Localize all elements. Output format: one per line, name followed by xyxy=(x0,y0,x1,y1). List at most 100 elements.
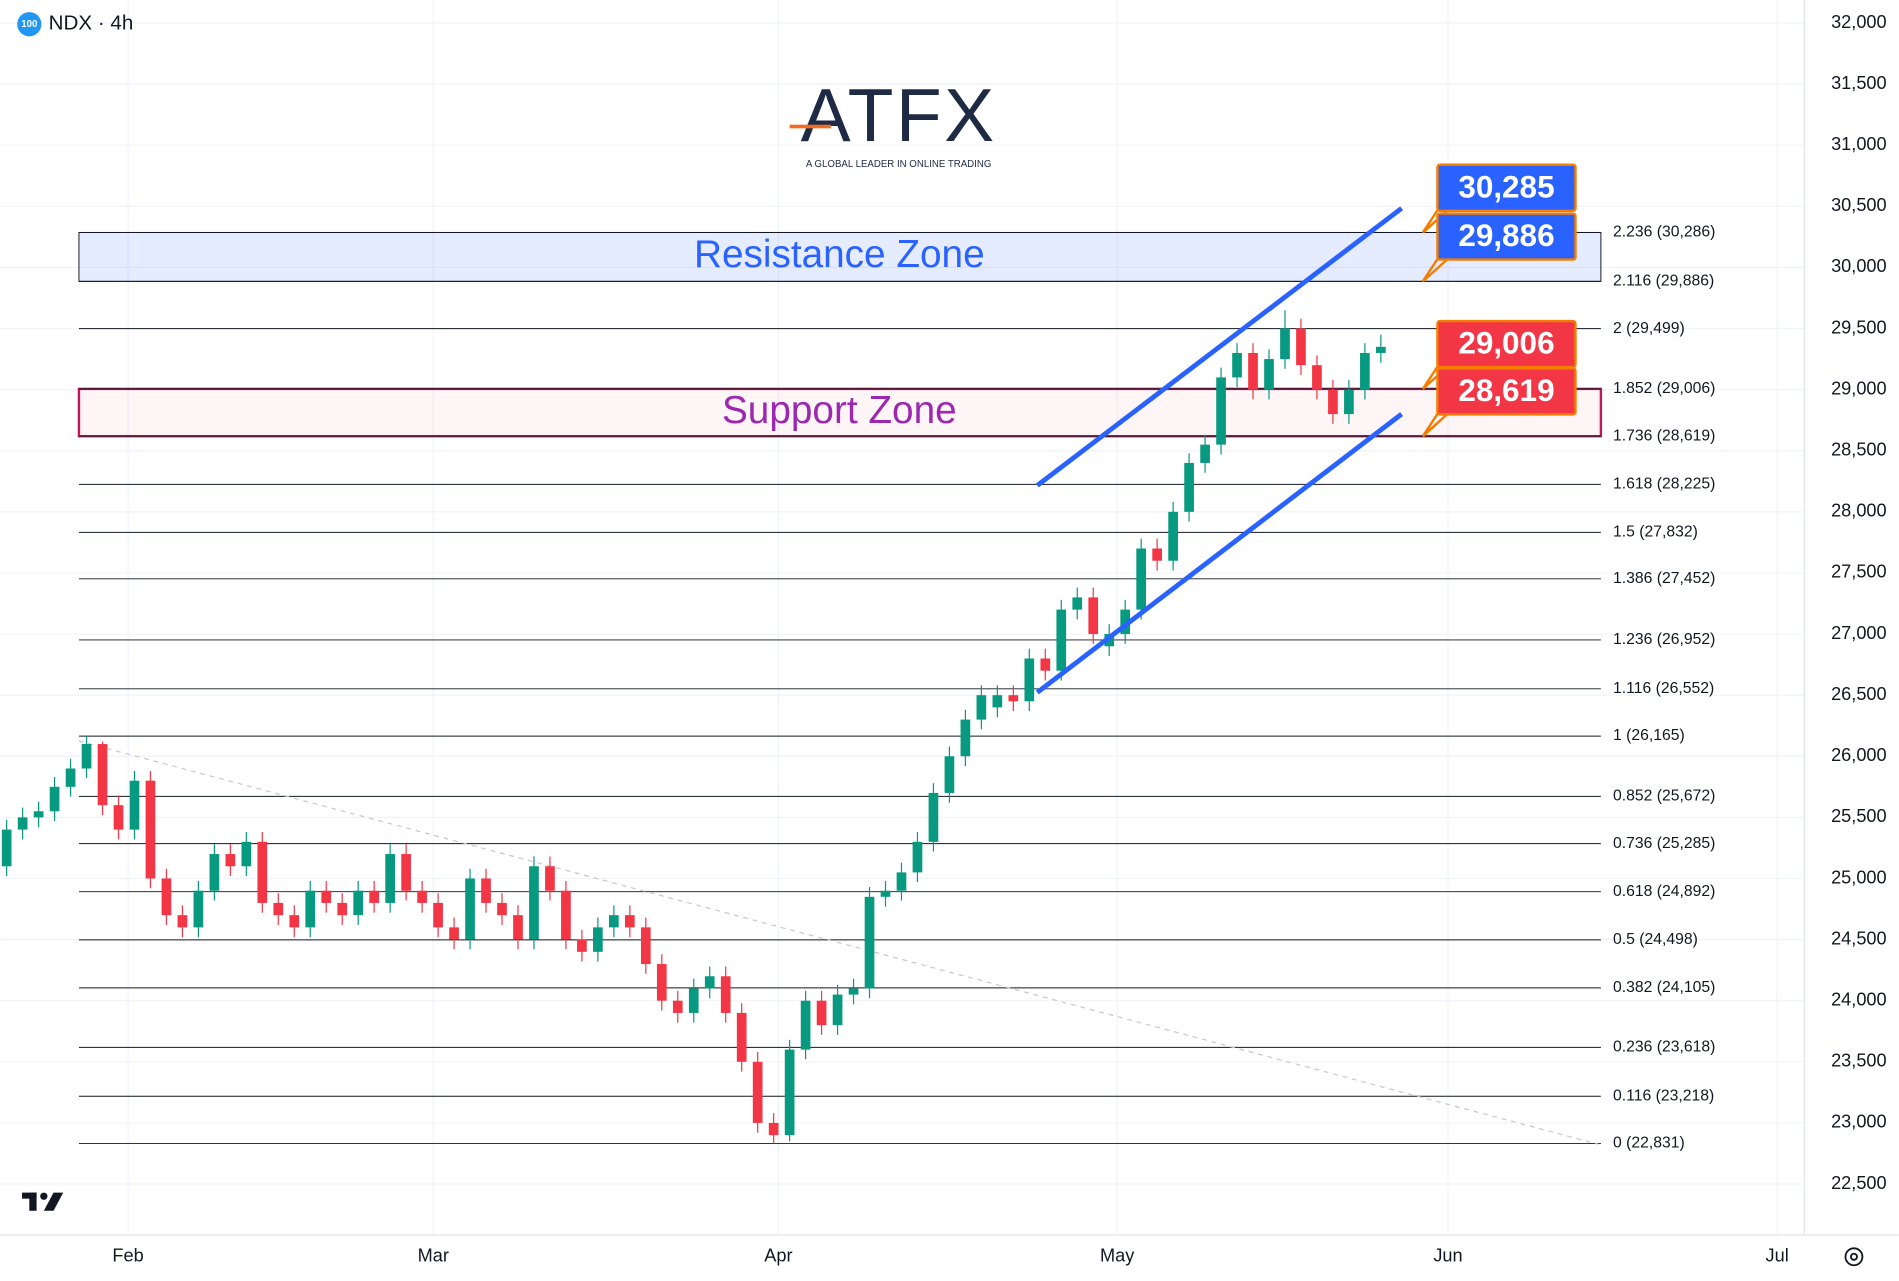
candle-body xyxy=(1152,548,1162,561)
fib-label: 0.618 (24,892) xyxy=(1613,883,1715,900)
candle-body xyxy=(1280,328,1290,360)
candle-body xyxy=(688,988,699,1013)
y-tick-label: 28,000 xyxy=(1831,501,1887,521)
zone-label: Resistance Zone xyxy=(694,233,985,276)
callout-box xyxy=(1436,367,1577,416)
y-tick-label: 24,500 xyxy=(1831,928,1887,948)
y-tick-label: 29,000 xyxy=(1831,378,1887,398)
y-tick-label: 31,500 xyxy=(1831,73,1887,93)
y-tick-label: 28,500 xyxy=(1831,440,1887,460)
symbol[interactable]: NDX · 4h xyxy=(49,12,134,35)
candle-body xyxy=(353,890,364,916)
candle-body xyxy=(161,878,172,916)
channel-line xyxy=(1035,206,1404,488)
x-tick-label: Jun xyxy=(1433,1246,1462,1266)
candle-body xyxy=(624,915,635,928)
fib-label: 1.618 (28,225) xyxy=(1613,475,1715,492)
candle-body xyxy=(433,902,443,928)
candle-body xyxy=(33,811,44,818)
callout-pointer xyxy=(1421,252,1450,283)
trendline xyxy=(78,740,1599,1145)
y-tick-label: 23,000 xyxy=(1831,1112,1887,1132)
candle-body xyxy=(736,1012,747,1062)
candle-body xyxy=(944,756,955,793)
candle-body xyxy=(784,1049,795,1136)
fib-label: 0.852 (25,672) xyxy=(1613,788,1715,805)
candle-body xyxy=(481,878,491,903)
candle-body xyxy=(1008,695,1019,702)
callout-pointer xyxy=(1421,407,1450,438)
candle-body xyxy=(577,939,587,952)
candle-body xyxy=(1296,328,1306,366)
x-tick-label: May xyxy=(1100,1246,1135,1266)
callout-box xyxy=(1436,319,1577,369)
settings-icon[interactable] xyxy=(1844,1247,1864,1267)
candle-body xyxy=(832,994,843,1026)
candle-body xyxy=(1120,609,1131,635)
fib-label: 2 (29,499) xyxy=(1613,320,1685,337)
candle-body xyxy=(704,976,715,989)
logo-accent xyxy=(789,124,831,129)
badge-text: 100 xyxy=(21,19,37,30)
candle-body xyxy=(561,890,571,940)
x-tick-label: Jul xyxy=(1766,1246,1789,1266)
candle-body xyxy=(401,854,411,891)
candle-body xyxy=(1184,462,1194,512)
candle-body xyxy=(497,902,507,916)
callout-box xyxy=(1436,212,1577,261)
logo-tagline: A GLOBAL LEADER IN ONLINE TRADING xyxy=(806,159,991,170)
candle-body xyxy=(1088,597,1099,635)
candle-body xyxy=(1056,609,1067,671)
candle-body xyxy=(529,866,539,940)
candle-body xyxy=(928,792,939,842)
y-tick-label: 22,500 xyxy=(1831,1173,1887,1193)
candle-body xyxy=(113,805,124,830)
candle-body xyxy=(65,768,76,787)
candle-body xyxy=(593,927,603,952)
candle-body xyxy=(1072,597,1083,610)
candle-body xyxy=(880,890,891,897)
y-tick-label: 24,000 xyxy=(1831,989,1887,1009)
y-tick-label: 26,000 xyxy=(1831,745,1887,765)
candle-body xyxy=(321,890,332,903)
candle-body xyxy=(225,854,236,867)
candle-body xyxy=(1,829,12,867)
candle-body xyxy=(337,902,348,916)
fib-label: 2.236 (30,286) xyxy=(1613,224,1715,241)
candle-body xyxy=(1136,548,1147,610)
candle-body xyxy=(145,780,156,879)
logo: ATFX xyxy=(801,73,997,157)
callout-label: 28,619 xyxy=(1458,373,1554,408)
candle-body xyxy=(848,988,859,995)
candle-body xyxy=(17,817,28,830)
candle-body xyxy=(369,890,380,903)
candle-body xyxy=(129,780,140,830)
candle-body xyxy=(385,854,395,903)
candle-body xyxy=(1200,444,1210,463)
candle-body xyxy=(1264,359,1274,390)
candle-body xyxy=(545,866,555,891)
fib-label: 0.116 (23,218) xyxy=(1613,1087,1714,1104)
x-tick-label: Mar xyxy=(418,1246,449,1266)
y-tick-label: 27,000 xyxy=(1831,623,1887,643)
candle-body xyxy=(193,890,204,928)
candle-body xyxy=(912,841,923,873)
candle-body xyxy=(609,915,619,928)
candle-body xyxy=(960,719,971,757)
candle-body xyxy=(1344,389,1354,415)
candle-body xyxy=(81,744,92,769)
candle-body xyxy=(257,841,268,903)
candle-body xyxy=(49,786,60,812)
zone-label: Support Zone xyxy=(722,389,957,432)
fib-label: 1.852 (29,006) xyxy=(1613,380,1715,397)
tv-logo xyxy=(22,1192,64,1211)
fib-label: 0.736 (25,285) xyxy=(1613,835,1715,852)
candle-body xyxy=(305,890,316,928)
candle-body xyxy=(800,1000,811,1050)
callout-box xyxy=(1436,163,1577,212)
zone xyxy=(78,231,1602,282)
candle-body xyxy=(992,695,1003,708)
candle-body xyxy=(1168,511,1178,561)
